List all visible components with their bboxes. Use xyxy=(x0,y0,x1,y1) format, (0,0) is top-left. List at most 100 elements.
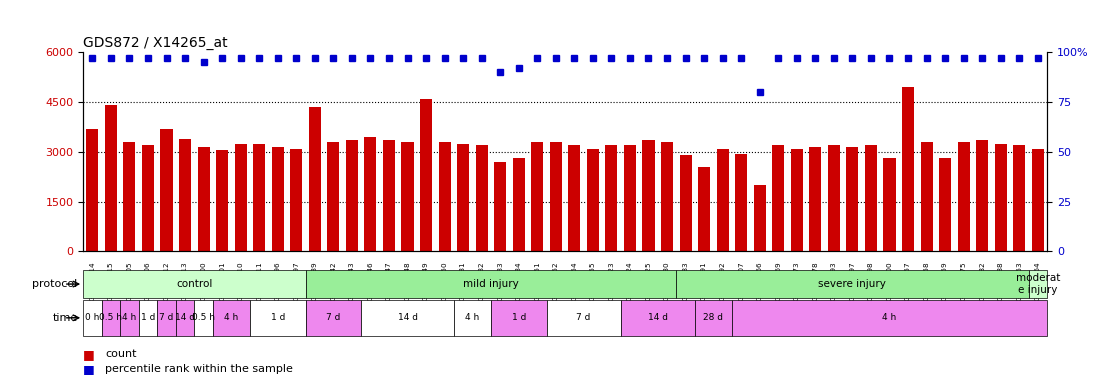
Text: 1 d: 1 d xyxy=(141,314,155,322)
Bar xyxy=(736,153,747,251)
Bar xyxy=(847,147,859,251)
Bar xyxy=(809,147,821,251)
Bar xyxy=(365,137,377,251)
Text: GDS872 / X14265_at: GDS872 / X14265_at xyxy=(83,36,228,50)
Bar xyxy=(420,99,432,251)
Bar xyxy=(717,148,729,251)
Bar xyxy=(120,300,138,336)
Bar xyxy=(235,144,247,251)
Bar xyxy=(142,145,154,251)
Bar xyxy=(921,142,933,251)
Bar xyxy=(346,140,358,251)
Bar xyxy=(161,129,173,251)
Bar xyxy=(271,147,284,251)
Text: 4 h: 4 h xyxy=(122,314,136,322)
Bar xyxy=(102,300,120,336)
Bar xyxy=(772,145,784,251)
Text: 14 d: 14 d xyxy=(648,314,668,322)
Bar xyxy=(290,148,302,251)
Bar xyxy=(491,300,546,336)
Text: protocol: protocol xyxy=(32,279,78,289)
Text: 14 d: 14 d xyxy=(175,314,195,322)
Bar xyxy=(957,142,970,251)
Bar xyxy=(940,159,951,251)
Text: 4 h: 4 h xyxy=(224,314,238,322)
Bar xyxy=(1013,145,1025,251)
Text: percentile rank within the sample: percentile rank within the sample xyxy=(105,364,294,374)
Bar xyxy=(620,300,695,336)
Bar xyxy=(197,147,209,251)
Bar xyxy=(902,87,914,251)
Text: mild injury: mild injury xyxy=(463,279,519,289)
Bar xyxy=(194,300,213,336)
Bar xyxy=(546,300,620,336)
Bar xyxy=(753,185,766,251)
Bar xyxy=(216,150,228,251)
Bar xyxy=(1032,148,1044,251)
Text: ■: ■ xyxy=(83,348,95,361)
Bar xyxy=(1028,270,1047,298)
Text: 14 d: 14 d xyxy=(398,314,418,322)
Text: severe injury: severe injury xyxy=(819,279,886,289)
Text: 1 d: 1 d xyxy=(270,314,285,322)
Bar xyxy=(995,144,1007,251)
Bar xyxy=(828,145,840,251)
Bar xyxy=(454,300,491,336)
Bar xyxy=(176,300,194,336)
Bar xyxy=(306,300,361,336)
Text: count: count xyxy=(105,350,136,359)
Bar xyxy=(83,270,306,298)
Bar xyxy=(383,140,394,251)
Bar xyxy=(254,144,265,251)
Bar xyxy=(439,142,451,251)
Bar xyxy=(123,142,135,251)
Bar xyxy=(976,140,988,251)
Text: 28 d: 28 d xyxy=(704,314,724,322)
Bar xyxy=(624,145,636,251)
Bar xyxy=(698,167,710,251)
Text: 7 d: 7 d xyxy=(326,314,340,322)
Text: 0.5 h: 0.5 h xyxy=(192,314,215,322)
Bar xyxy=(587,148,599,251)
Bar xyxy=(83,300,102,336)
Text: 7 d: 7 d xyxy=(160,314,174,322)
Bar xyxy=(138,300,157,336)
Text: 0.5 h: 0.5 h xyxy=(100,314,122,322)
Bar xyxy=(327,142,339,251)
Text: 4 h: 4 h xyxy=(465,314,480,322)
Bar xyxy=(568,145,581,251)
Bar xyxy=(458,144,469,251)
Bar xyxy=(531,142,543,251)
Bar xyxy=(401,142,413,251)
Bar xyxy=(361,300,454,336)
Bar xyxy=(605,145,617,251)
Bar xyxy=(661,142,673,251)
Bar xyxy=(157,300,176,336)
Bar xyxy=(105,105,117,251)
Text: 1 d: 1 d xyxy=(512,314,526,322)
Bar xyxy=(732,300,1047,336)
Bar xyxy=(679,155,691,251)
Bar xyxy=(513,159,525,251)
Text: time: time xyxy=(52,313,78,323)
Bar xyxy=(676,270,1028,298)
Text: control: control xyxy=(176,279,213,289)
Bar xyxy=(865,145,876,251)
Bar xyxy=(306,270,676,298)
Bar xyxy=(250,300,306,336)
Text: moderat
e injury: moderat e injury xyxy=(1016,273,1060,295)
Bar xyxy=(475,145,488,251)
Bar xyxy=(643,140,655,251)
Text: 7 d: 7 d xyxy=(576,314,591,322)
Bar xyxy=(883,159,895,251)
Bar xyxy=(86,129,99,251)
Bar xyxy=(213,300,250,336)
Bar xyxy=(695,300,732,336)
Bar xyxy=(791,148,803,251)
Bar xyxy=(550,142,562,251)
Bar xyxy=(179,139,191,251)
Text: ■: ■ xyxy=(83,363,95,375)
Bar xyxy=(494,162,506,251)
Text: 4 h: 4 h xyxy=(882,314,896,322)
Bar xyxy=(309,107,321,251)
